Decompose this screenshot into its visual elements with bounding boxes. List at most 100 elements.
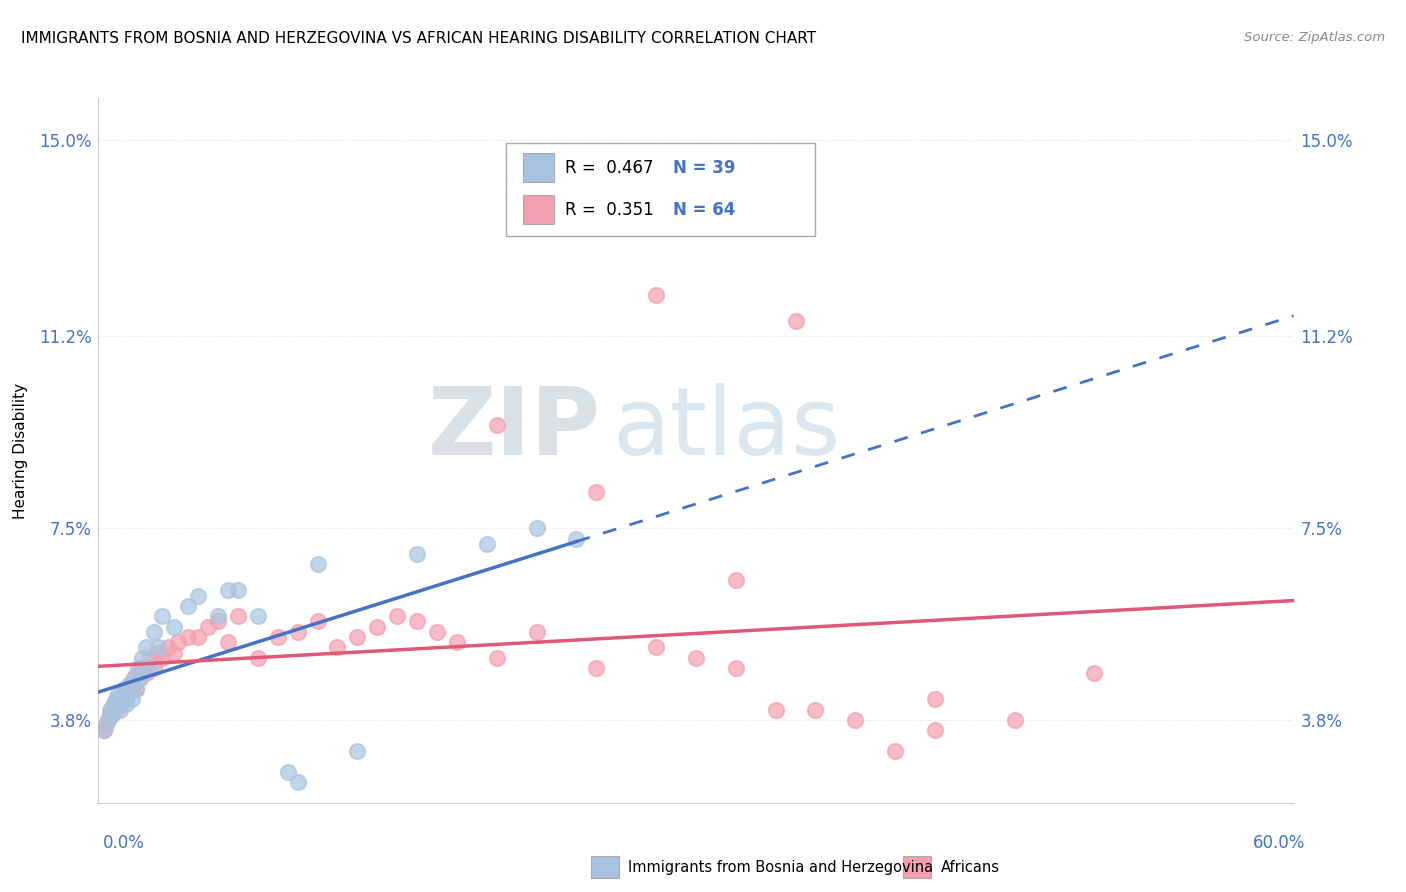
Text: 0.0%: 0.0% <box>103 834 145 852</box>
Point <box>346 630 368 644</box>
Point <box>246 650 269 665</box>
Point <box>93 723 115 738</box>
Point <box>163 619 186 633</box>
Point <box>585 661 607 675</box>
Point <box>139 661 162 675</box>
Point <box>135 666 157 681</box>
Point <box>107 687 129 701</box>
Point <box>226 609 249 624</box>
Point <box>148 646 170 660</box>
Point <box>326 640 349 655</box>
Point <box>148 640 170 655</box>
Point <box>112 681 135 696</box>
Point <box>110 702 132 716</box>
Text: Africans: Africans <box>941 860 1000 874</box>
Point <box>277 764 299 779</box>
Point <box>111 687 134 701</box>
Point <box>117 687 139 701</box>
Text: N = 39: N = 39 <box>673 159 735 177</box>
Point <box>111 692 134 706</box>
Text: 60.0%: 60.0% <box>1253 834 1305 852</box>
Point <box>217 583 239 598</box>
Point <box>207 609 229 624</box>
Point <box>804 702 827 716</box>
Point <box>287 775 309 789</box>
Point <box>485 417 508 432</box>
Point <box>127 666 149 681</box>
Point <box>366 619 388 633</box>
Point <box>115 681 138 696</box>
Point <box>1004 713 1026 727</box>
Point <box>127 661 149 675</box>
Point <box>143 661 166 675</box>
Point <box>129 672 152 686</box>
Point <box>187 589 209 603</box>
Point <box>125 681 148 696</box>
Point <box>485 650 508 665</box>
Point <box>124 672 146 686</box>
Point <box>307 615 329 629</box>
Point <box>131 650 153 665</box>
Point <box>526 521 548 535</box>
Point <box>346 744 368 758</box>
Point <box>101 702 124 716</box>
Point <box>287 624 309 639</box>
Point <box>177 599 200 613</box>
Text: IMMIGRANTS FROM BOSNIA AND HERZEGOVINA VS AFRICAN HEARING DISABILITY CORRELATION: IMMIGRANTS FROM BOSNIA AND HERZEGOVINA V… <box>21 31 817 46</box>
Point <box>267 630 290 644</box>
Point <box>143 624 166 639</box>
Point <box>724 573 747 587</box>
Point <box>120 676 142 690</box>
Point <box>103 698 125 712</box>
Point <box>120 676 142 690</box>
Point <box>844 713 866 727</box>
Point <box>246 609 269 624</box>
Text: Source: ZipAtlas.com: Source: ZipAtlas.com <box>1244 31 1385 45</box>
Point <box>117 687 139 701</box>
Point <box>307 558 329 572</box>
Point <box>446 635 468 649</box>
Point <box>105 702 128 716</box>
Point <box>157 640 180 655</box>
Point <box>217 635 239 649</box>
Point <box>475 537 498 551</box>
Point <box>150 609 173 624</box>
Point <box>131 661 153 675</box>
Point <box>121 681 143 696</box>
Point <box>93 723 115 738</box>
Point <box>565 532 588 546</box>
Point <box>685 650 707 665</box>
Point <box>1083 666 1105 681</box>
Point <box>585 484 607 499</box>
Text: R =  0.351: R = 0.351 <box>565 201 654 219</box>
Point <box>724 661 747 675</box>
Point <box>207 615 229 629</box>
Point <box>645 640 668 655</box>
Point <box>98 707 122 722</box>
Point <box>115 698 138 712</box>
Point <box>924 692 946 706</box>
Point <box>121 692 143 706</box>
Point <box>110 698 132 712</box>
Point <box>406 547 429 561</box>
Point <box>96 718 118 732</box>
Point <box>426 624 449 639</box>
Point <box>98 702 122 716</box>
Point <box>97 713 120 727</box>
Point <box>124 672 146 686</box>
Point <box>105 692 128 706</box>
Point <box>97 713 120 727</box>
Text: R =  0.467: R = 0.467 <box>565 159 654 177</box>
Point <box>226 583 249 598</box>
Point <box>187 630 209 644</box>
Point <box>406 615 429 629</box>
Point <box>526 624 548 639</box>
Point <box>163 646 186 660</box>
Point <box>924 723 946 738</box>
Point <box>107 692 129 706</box>
Point <box>765 702 787 716</box>
Point <box>139 650 162 665</box>
Point <box>125 681 148 696</box>
Point <box>167 635 190 649</box>
Point <box>884 744 907 758</box>
